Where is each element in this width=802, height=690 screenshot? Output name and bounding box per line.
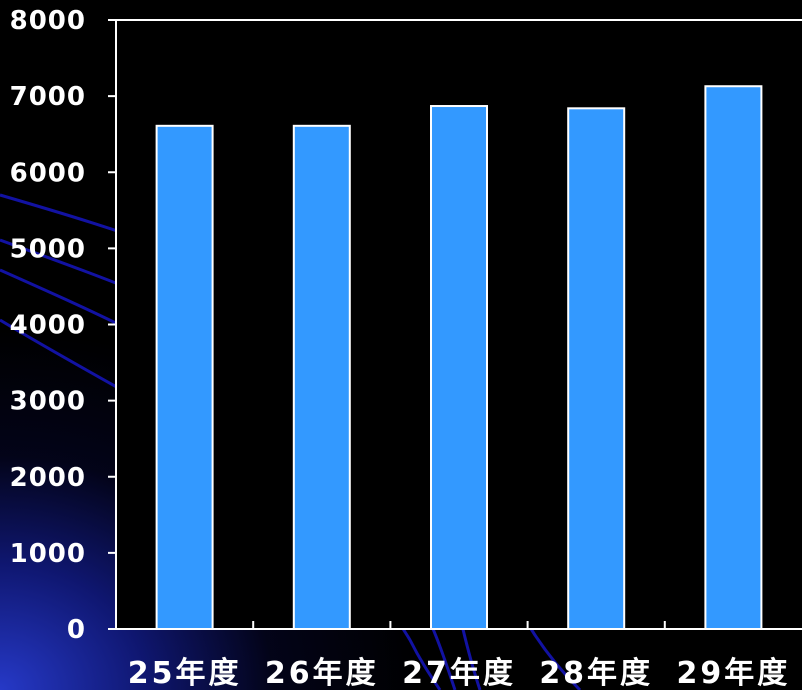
x-axis-tick-labels: 25年度 26年度 27年度 28年度 29年度	[128, 656, 791, 690]
bar-26年度	[292, 124, 351, 630]
y-axis-tick-labels: 0 1000 2000 3000 4000 5000 6000 7000 8000	[10, 6, 86, 645]
bar-25年度	[155, 124, 214, 630]
y-tick-label: 6000	[10, 158, 86, 188]
y-tick-label: 3000	[10, 387, 86, 417]
y-tick-label: 4000	[10, 311, 86, 341]
y-tick-label: 7000	[10, 82, 86, 112]
bar-27年度	[430, 105, 488, 631]
y-tick-label: 2000	[10, 463, 86, 493]
y-tick-label: 8000	[10, 6, 86, 36]
y-tick-label: 5000	[10, 234, 86, 264]
bar-29年度	[704, 85, 763, 630]
bar-28年度	[567, 107, 626, 631]
x-category-label: 25年度	[128, 656, 242, 690]
y-tick-label: 0	[67, 615, 86, 645]
x-category-label: 28年度	[539, 656, 653, 690]
x-category-label: 26年度	[265, 656, 379, 690]
y-tick-label: 1000	[10, 539, 86, 569]
x-category-label: 27年度	[402, 656, 516, 690]
x-category-label: 29年度	[677, 656, 791, 690]
axes	[108, 19, 802, 630]
plot-area	[116, 20, 802, 631]
